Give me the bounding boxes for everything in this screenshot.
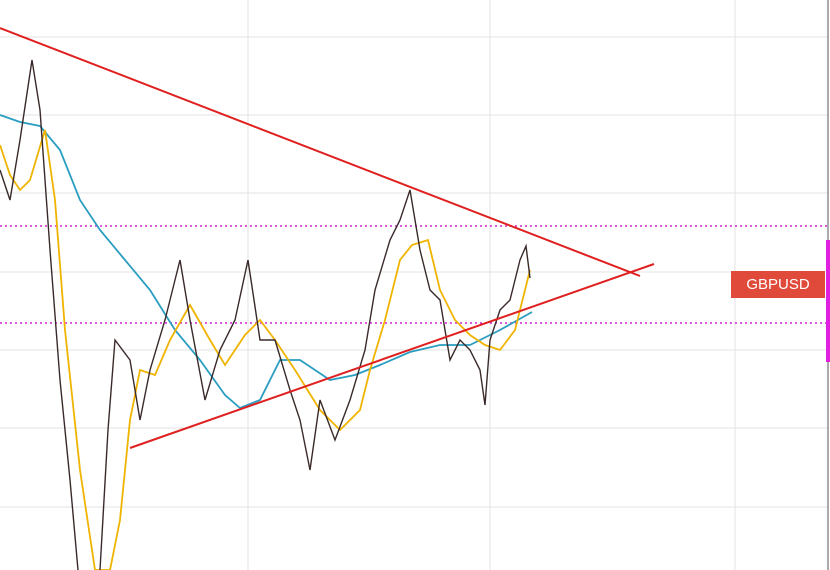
symbol-label: GBPUSD (746, 276, 810, 293)
trendline-lower (129, 263, 655, 449)
price-line (0, 59, 79, 570)
trendline-upper (0, 27, 641, 277)
moving-average-slow (0, 114, 533, 410)
symbol-label-box (731, 271, 825, 298)
moving-average-fast (0, 129, 531, 570)
axis-marker (826, 240, 830, 362)
price-line (99, 189, 531, 570)
